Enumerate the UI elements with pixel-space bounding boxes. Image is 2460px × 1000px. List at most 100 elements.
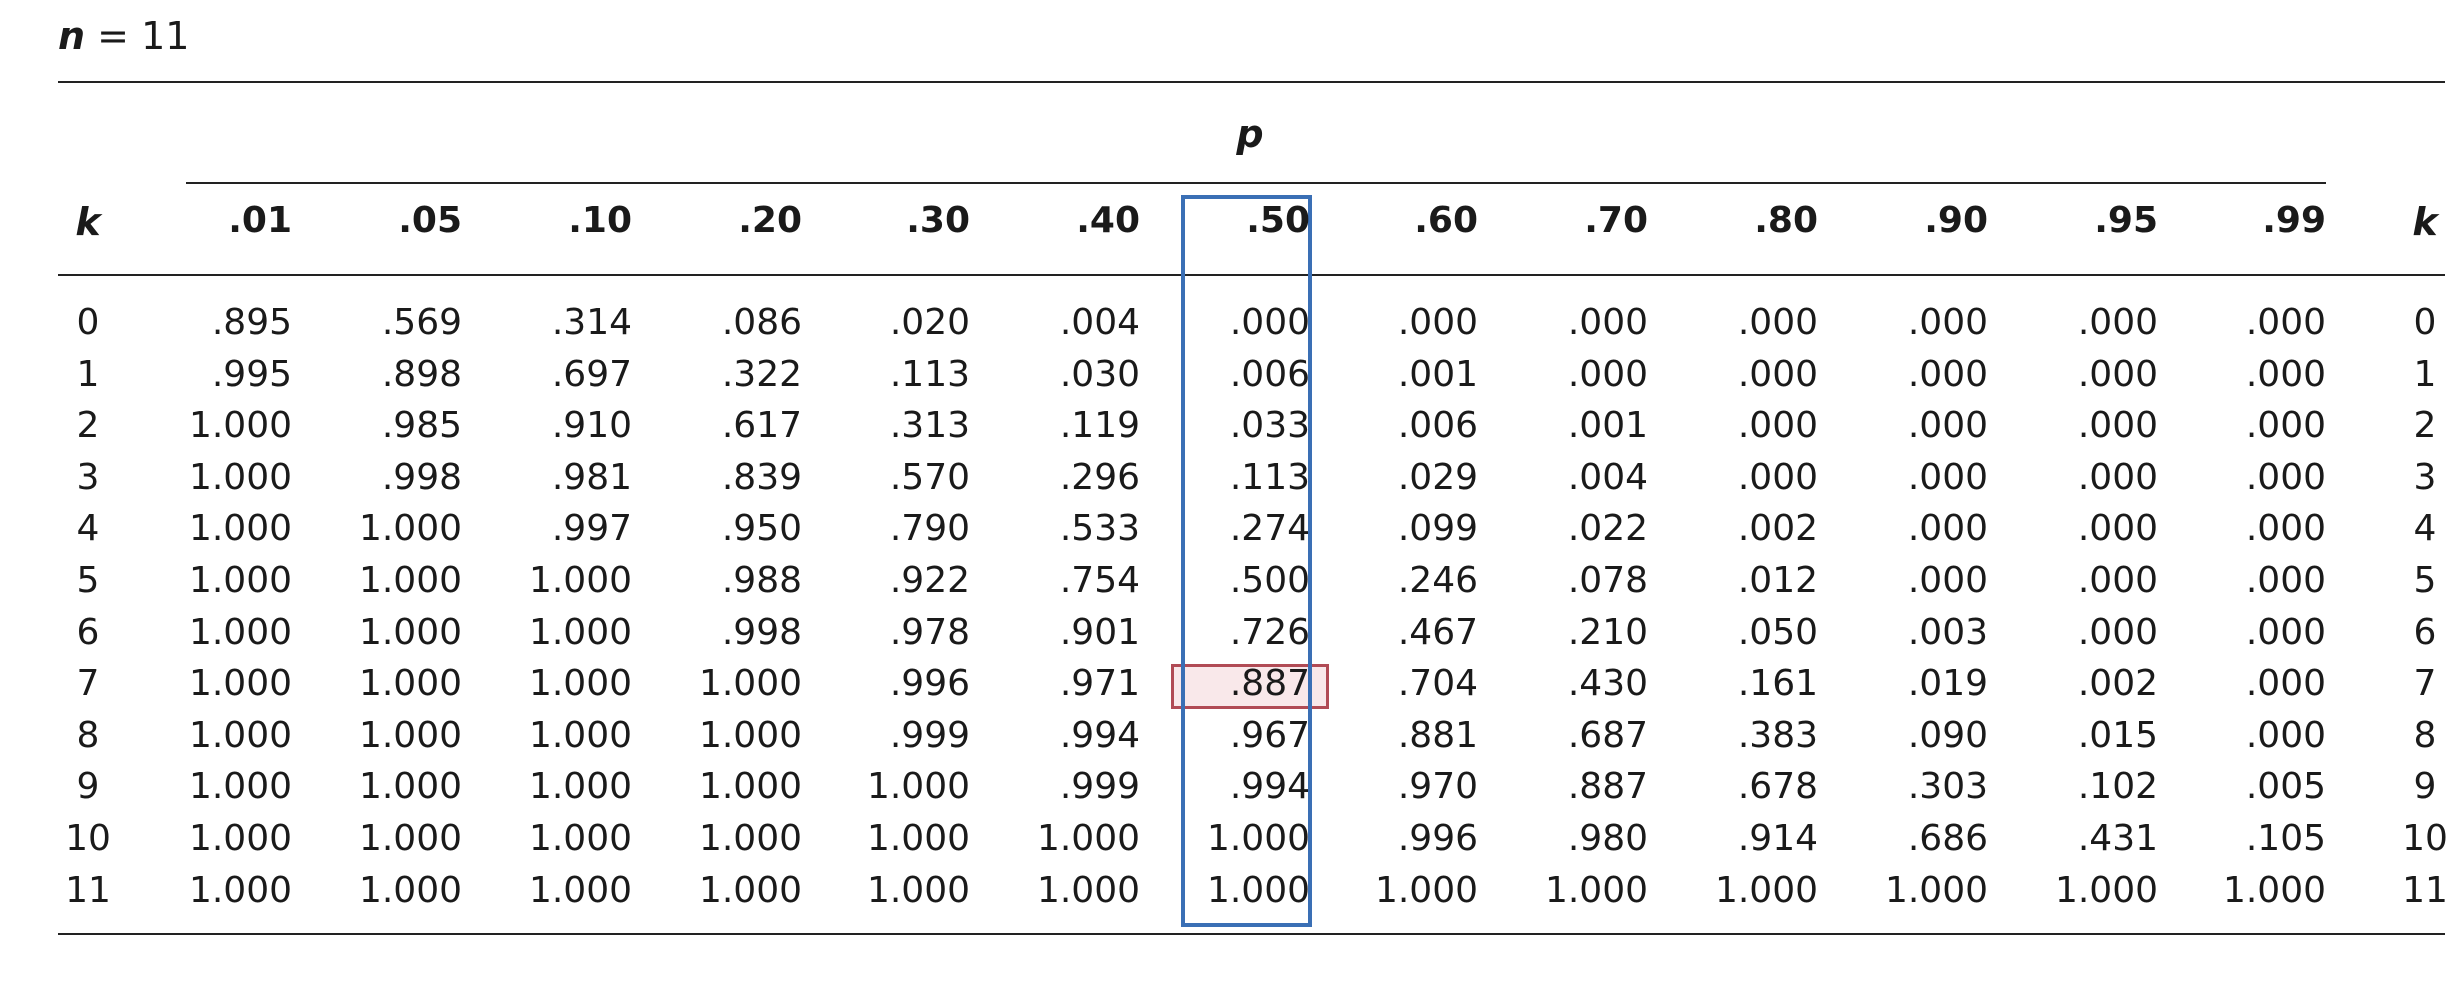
table-cell: .000 — [2077, 405, 2158, 446]
table-cell: .078 — [1567, 560, 1648, 601]
table-cell: .000 — [2245, 663, 2326, 704]
table-cell: 1.000 — [188, 405, 292, 446]
table-cell: 1.000 — [698, 715, 802, 756]
row-k-right: 8 — [2413, 715, 2437, 756]
table-cell: .001 — [1397, 354, 1478, 395]
table-cell: 1.000 — [188, 457, 292, 498]
table-cell: 1.000 — [358, 612, 462, 653]
table-cell: .030 — [1059, 354, 1140, 395]
table-cell: .000 — [1567, 354, 1648, 395]
table-cell: .004 — [1567, 457, 1648, 498]
table-cell: 1.000 — [528, 766, 632, 807]
table-cell: .000 — [2077, 612, 2158, 653]
table-cell: .000 — [2077, 354, 2158, 395]
table-cell: .687 — [1567, 715, 1648, 756]
row-k-left: 7 — [76, 663, 100, 704]
table-cell: 1.000 — [528, 715, 632, 756]
table-cell: .898 — [381, 354, 462, 395]
table-cell: .000 — [2245, 508, 2326, 549]
table-cell: .981 — [551, 457, 632, 498]
table-cell: .967 — [1229, 715, 1310, 756]
table-cell: 1.000 — [866, 818, 970, 859]
table-cell: .988 — [721, 560, 802, 601]
table-cell: 1.000 — [1544, 870, 1648, 911]
row-k-right: 11 — [2402, 870, 2448, 911]
table-cell: 1.000 — [188, 560, 292, 601]
table-cell: 1.000 — [698, 766, 802, 807]
row-k-right: 3 — [2413, 457, 2437, 498]
table-cell: .015 — [2077, 715, 2158, 756]
table-cell: .000 — [1737, 405, 1818, 446]
table-cell: .000 — [1567, 302, 1648, 343]
table-cell: .000 — [2245, 457, 2326, 498]
table-cell: .887 — [1229, 663, 1310, 704]
table-cell: 1.000 — [528, 818, 632, 859]
table-cell: 1.000 — [2222, 870, 2326, 911]
table-cell: 1.000 — [1884, 870, 1988, 911]
table-cell: .431 — [2077, 818, 2158, 859]
table-cell: .950 — [721, 508, 802, 549]
column-header: .40 — [1076, 200, 1140, 241]
table-cell: .881 — [1397, 715, 1478, 756]
row-k-left: 2 — [76, 405, 100, 446]
table-cell: 1.000 — [358, 818, 462, 859]
table-cell: .012 — [1737, 560, 1818, 601]
table-cell: .000 — [2077, 560, 2158, 601]
table-cell: .910 — [551, 405, 632, 446]
table-cell: 1.000 — [866, 870, 970, 911]
table-cell: 1.000 — [1714, 870, 1818, 911]
table-cell: .246 — [1397, 560, 1478, 601]
n-value: 11 — [141, 14, 190, 58]
table-cell: .000 — [2077, 302, 2158, 343]
row-k-right: 10 — [2402, 818, 2448, 859]
row-k-left: 6 — [76, 612, 100, 653]
row-k-right: 2 — [2413, 405, 2437, 446]
table-cell: .000 — [2245, 354, 2326, 395]
top-rule — [58, 81, 2445, 83]
table-cell: .210 — [1567, 612, 1648, 653]
table-cell: 1.000 — [358, 663, 462, 704]
column-header: .30 — [906, 200, 970, 241]
table-cell: .996 — [889, 663, 970, 704]
table-cell: .000 — [1907, 457, 1988, 498]
table-cell: .113 — [889, 354, 970, 395]
table-cell: 1.000 — [358, 766, 462, 807]
table-cell: 1.000 — [358, 870, 462, 911]
table-cell: .161 — [1737, 663, 1818, 704]
column-header: .70 — [1584, 200, 1648, 241]
table-cell: .000 — [2245, 405, 2326, 446]
table-cell: .726 — [1229, 612, 1310, 653]
n-variable: n — [58, 14, 86, 58]
table-cell: .050 — [1737, 612, 1818, 653]
table-cell: .994 — [1059, 715, 1140, 756]
table-cell: .000 — [2245, 302, 2326, 343]
table-cell: .020 — [889, 302, 970, 343]
table-cell: 1.000 — [698, 663, 802, 704]
table-cell: .000 — [1229, 302, 1310, 343]
table-cell: .985 — [381, 405, 462, 446]
column-header: .90 — [1924, 200, 1988, 241]
table-cell: .086 — [721, 302, 802, 343]
table-cell: .617 — [721, 405, 802, 446]
table-cell: .000 — [1907, 508, 1988, 549]
table-cell: .971 — [1059, 663, 1140, 704]
table-cell: .467 — [1397, 612, 1478, 653]
table-cell: .383 — [1737, 715, 1818, 756]
table-cell: .686 — [1907, 818, 1988, 859]
table-cell: 1.000 — [358, 715, 462, 756]
k-header-left: k — [75, 200, 101, 244]
table-cell: .901 — [1059, 612, 1140, 653]
table-cell: .839 — [721, 457, 802, 498]
table-cell: .895 — [211, 302, 292, 343]
table-cell: .119 — [1059, 405, 1140, 446]
table-cell: 1.000 — [188, 508, 292, 549]
table-cell: 1.000 — [358, 560, 462, 601]
column-header: .10 — [568, 200, 632, 241]
table-cell: 1.000 — [1036, 870, 1140, 911]
table-cell: 1.000 — [528, 612, 632, 653]
table-cell: 1.000 — [1206, 870, 1310, 911]
table-cell: .000 — [1397, 302, 1478, 343]
table-cell: .033 — [1229, 405, 1310, 446]
table-cell: 1.000 — [358, 508, 462, 549]
table-cell: .000 — [1907, 302, 1988, 343]
